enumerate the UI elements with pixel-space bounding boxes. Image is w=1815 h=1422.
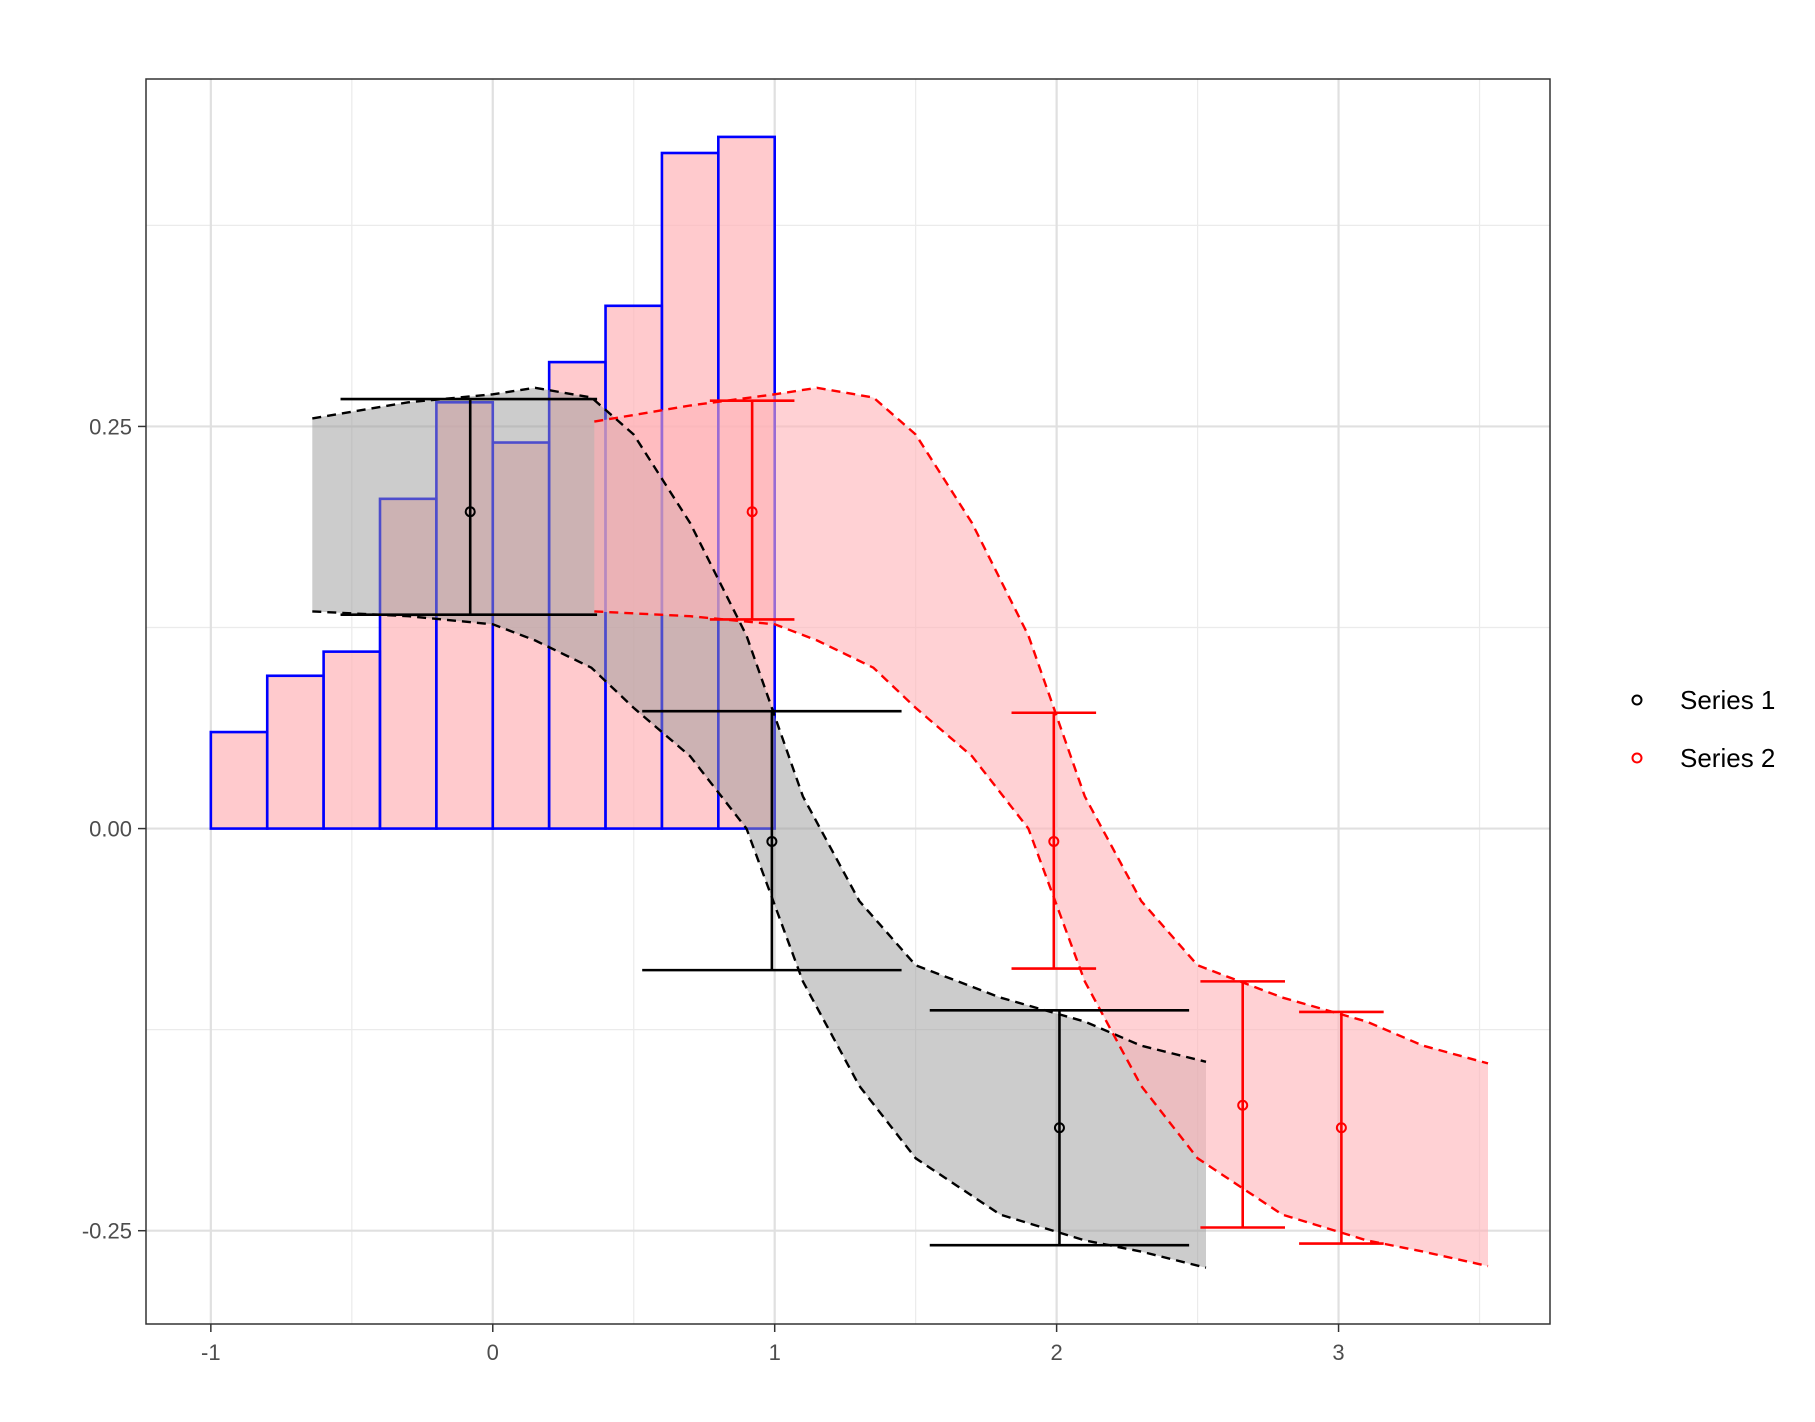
y-tick-label: 0.25 bbox=[89, 414, 132, 439]
legend-label-1: Series 1 bbox=[1680, 685, 1775, 715]
histogram-bar bbox=[322, 650, 382, 830]
band-upper-line-2 bbox=[594, 386, 1489, 1065]
band-lower-line-2 bbox=[594, 610, 1489, 1268]
legend-key-2 bbox=[1631, 752, 1643, 764]
data-point-2 bbox=[1335, 1122, 1347, 1134]
data-point-1 bbox=[1053, 1122, 1065, 1134]
legend-label-2: Series 2 bbox=[1680, 743, 1775, 773]
data-point-2 bbox=[1237, 1099, 1249, 1111]
band-fill-2 bbox=[594, 387, 1488, 1267]
band-lower-line-1 bbox=[312, 610, 1207, 1269]
band-fill-1 bbox=[312, 387, 1206, 1268]
y-tick-label: 0.00 bbox=[89, 817, 132, 842]
histogram-bar bbox=[209, 730, 269, 830]
legend-key-1 bbox=[1631, 694, 1643, 706]
data-point-1 bbox=[464, 506, 476, 518]
data-point-2 bbox=[746, 506, 758, 518]
plot-area: -1 0 1 2 3 0.25 0.00 -0.25 bbox=[82, 78, 1551, 1365]
data-point-1 bbox=[766, 835, 778, 847]
legend: Series 1 Series 2 bbox=[1631, 685, 1775, 773]
x-tick-label: 1 bbox=[769, 1340, 781, 1365]
x-tick-label: -1 bbox=[201, 1340, 221, 1365]
x-tick-label: 3 bbox=[1332, 1340, 1344, 1365]
x-tick-label: 0 bbox=[487, 1340, 499, 1365]
data-point-2 bbox=[1048, 835, 1060, 847]
panel-border bbox=[145, 78, 1551, 1325]
y-tick-label: -0.25 bbox=[82, 1219, 132, 1244]
x-tick-label: 2 bbox=[1051, 1340, 1063, 1365]
band-upper-line-1 bbox=[312, 386, 1207, 1063]
histogram-bar bbox=[265, 674, 325, 830]
